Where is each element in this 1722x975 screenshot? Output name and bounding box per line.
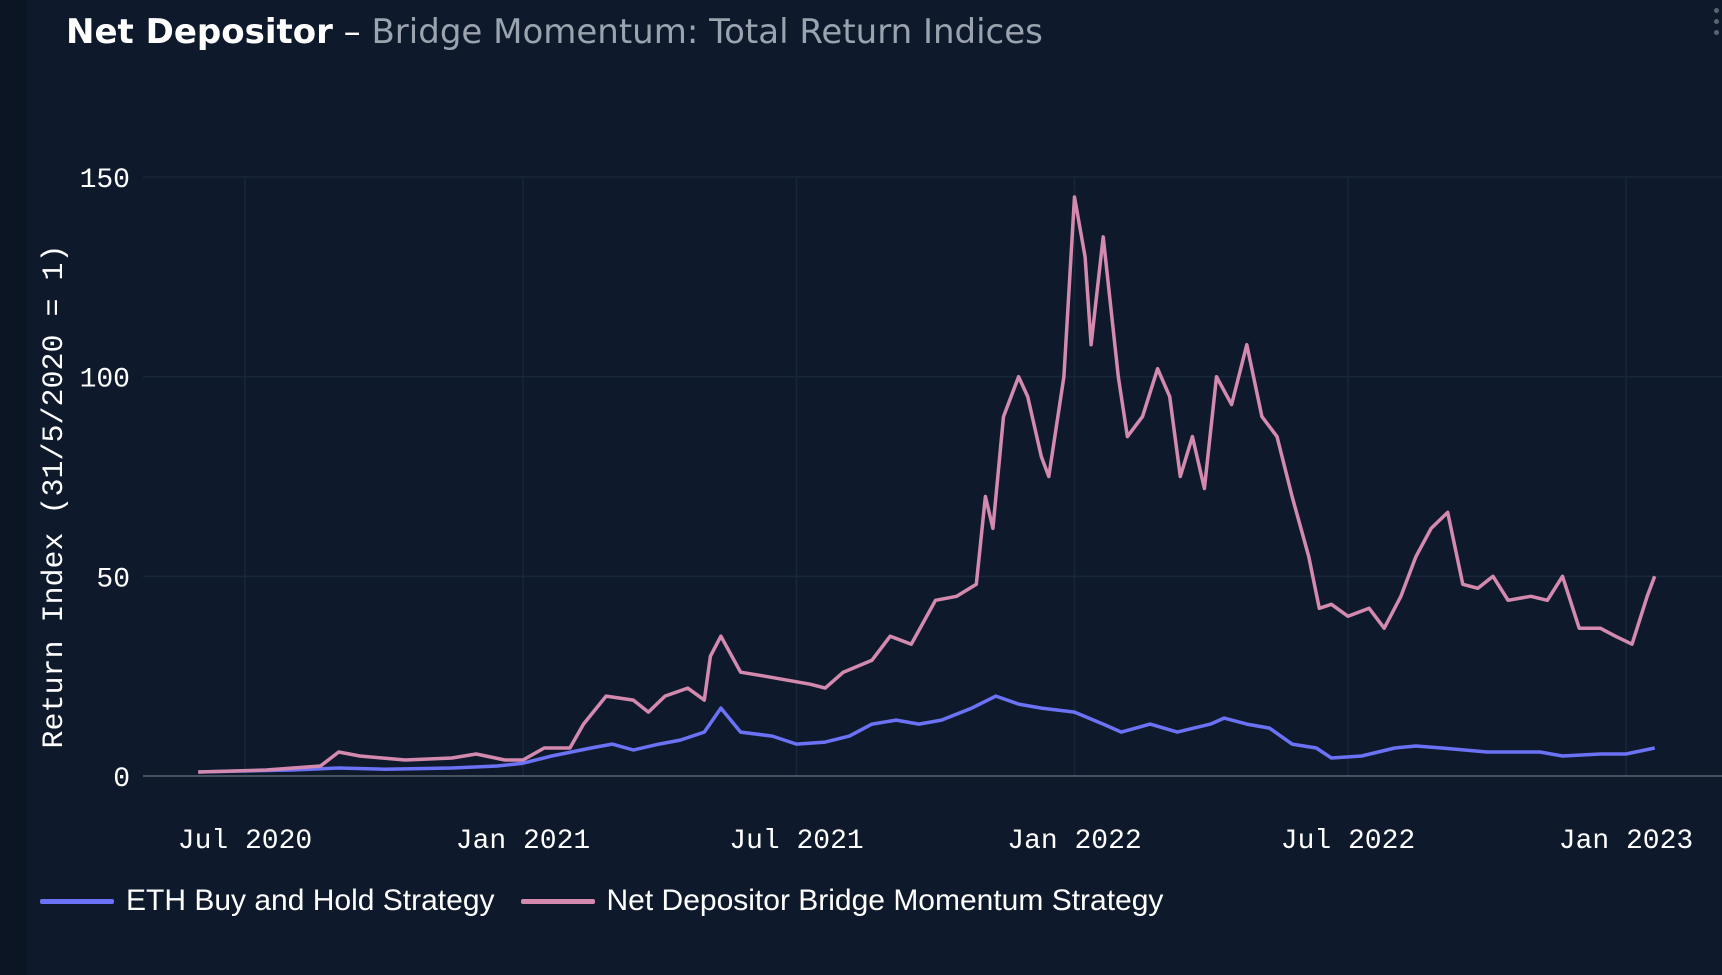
more-options-icon[interactable] <box>1714 8 1722 41</box>
y-tick-label: 50 <box>96 564 130 595</box>
x-tick-label: Jan 2022 <box>1007 826 1141 857</box>
x-tick-label: Jul 2020 <box>178 826 312 857</box>
series-line-eth <box>198 694 1656 774</box>
left-edge-panel <box>0 0 27 975</box>
chart-title: Net Depositor – Bridge Momentum: Total R… <box>66 12 1043 52</box>
x-tick-label: Jul 2022 <box>1281 826 1415 857</box>
title-subtitle: Bridge Momentum: Total Return Indices <box>371 12 1043 52</box>
y-tick-label: 150 <box>80 165 130 196</box>
legend-label-momentum: Net Depositor Bridge Momentum Strategy <box>606 884 1164 917</box>
y-tick-label: 0 <box>113 764 130 795</box>
series-line-momentum <box>198 195 1657 774</box>
x-tick-label: Jan 2021 <box>456 826 590 857</box>
x-tick-label: Jul 2021 <box>729 826 863 857</box>
legend-label-eth: ETH Buy and Hold Strategy <box>126 884 495 917</box>
title-main: Net Depositor <box>66 12 333 52</box>
x-tick-label: Jan 2023 <box>1559 826 1693 857</box>
legend-item-eth[interactable]: ETH Buy and Hold Strategy <box>40 884 495 918</box>
legend-item-momentum[interactable]: Net Depositor Bridge Momentum Strategy <box>520 884 1164 918</box>
y-axis-label: Return Index (31/5/2020 = 1) <box>38 244 72 748</box>
legend-swatch-eth <box>40 898 114 904</box>
legend: ETH Buy and Hold Strategy Net Depositor … <box>40 884 1189 918</box>
legend-swatch-momentum <box>520 898 595 904</box>
title-separator: – <box>343 12 361 52</box>
y-tick-label: 100 <box>80 365 130 396</box>
